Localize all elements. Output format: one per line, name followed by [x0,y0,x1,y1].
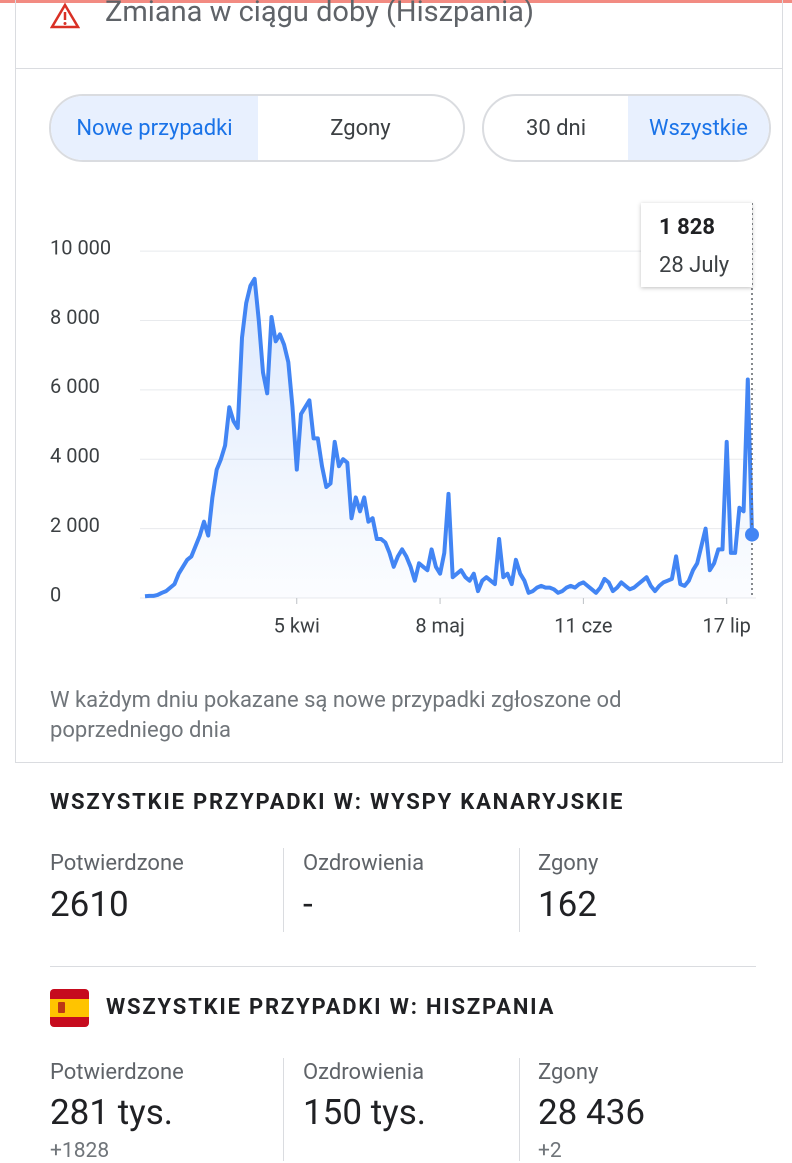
flag [50,989,89,1027]
tooltip-value: 1 828 [659,215,715,240]
x-tick-label: 17 lip [703,613,751,637]
divider [50,966,756,967]
chart: 0 2 000 4 000 6 000 8 000 10 000 5 kwi 8 maj 11 … [50,203,759,637]
tab[interactable]: Zgony [330,115,391,141]
stat-label: Potwierdzone [50,1060,184,1085]
stat-label: Zgony [538,851,599,876]
y-tick-label: 2 000 [50,513,100,537]
stat-value: 2610 [50,884,129,925]
y-tick-label: 6 000 [50,374,100,398]
stat-label: Ozdrowienia [303,1060,425,1085]
card-border [15,0,16,762]
card-border [782,0,783,762]
area [145,278,752,598]
tab[interactable]: 30 dni [525,115,587,141]
stat-change: +2 [538,1139,562,1163]
stat-label: Potwierdzone [50,851,184,876]
stat-change: +1828 [50,1139,110,1163]
y-tick-label: 4 000 [50,444,100,468]
divider [519,848,520,932]
top-bar [0,0,792,3]
stat-value: 281 tys. [50,1092,173,1133]
section-title: WSZYSTKIE PRZYPADKI W: WYSPY KANARYJSKIE [50,790,625,815]
metric-toggle: Nowe przypadki Zgony [49,94,465,162]
hover-point [745,527,759,542]
tab[interactable]: Nowe przypadki [51,96,258,160]
divider [15,68,783,69]
range-toggle: 30 dni Wszystkie [482,94,771,162]
stat-value: 162 [538,884,598,925]
warning-icon [50,2,80,29]
stat-value: 28 436 [538,1092,646,1133]
x-tick-label: 5 kwi [274,613,320,637]
y-tick-label: 0 [50,582,61,606]
tooltip: 1 828 28 July [641,203,752,287]
divider [283,848,284,932]
tooltip-date: 28 July [659,253,730,278]
line [144,276,754,599]
tab[interactable]: Wszystkie [628,96,769,160]
y-tick-label: 10 000 [50,235,111,259]
stat-value: - [303,884,313,925]
x-tick-label: 11 cze [554,613,612,637]
x-tick-label: 8 maj [415,613,464,637]
header-title: Zmiana w ciągu doby (Hiszpania) [105,0,535,29]
section-title: WSZYSTKIE PRZYPADKI W: HISZPANIA [106,995,556,1020]
stat-label: Zgony [538,1060,599,1085]
divider [283,1058,284,1161]
y-tick-label: 8 000 [50,305,100,329]
divider [15,762,783,763]
note: W każdym dniu pokazane są nowe przypadki… [50,688,622,743]
stat-value: 150 tys. [303,1092,426,1133]
divider [519,1058,520,1161]
stat-label: Ozdrowienia [303,851,425,876]
tooltip-box [641,203,752,287]
